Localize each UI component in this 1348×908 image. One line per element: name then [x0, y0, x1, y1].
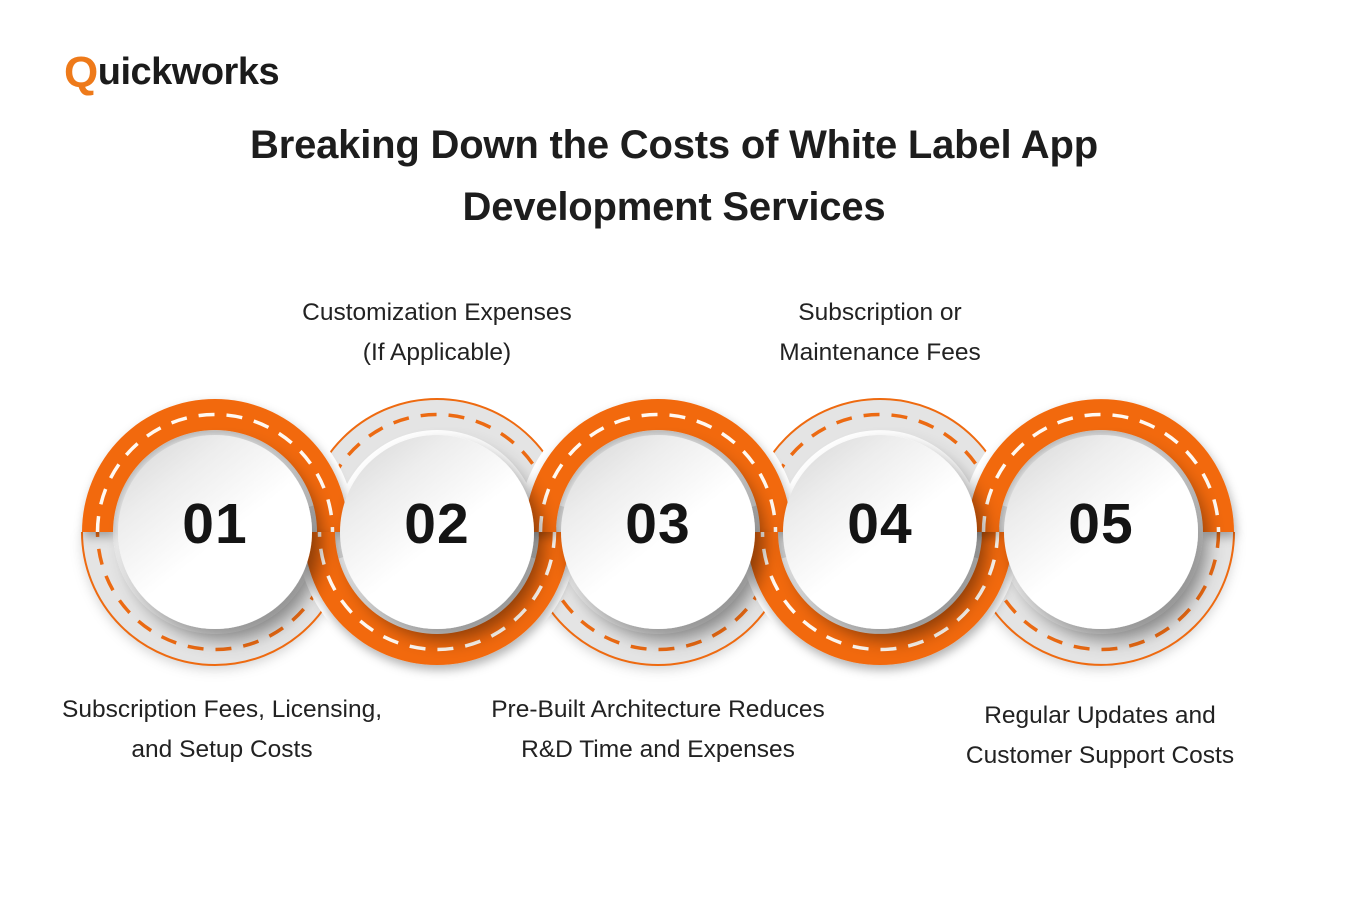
ring-05-orange-top	[965, 391, 1237, 533]
step-label-02-line2: (If Applicable)	[362, 339, 512, 366]
brand-logo-q-mark: Q	[64, 48, 98, 97]
page-title-line1: Breaking Down the Costs of White Label A…	[250, 123, 1098, 167]
step-number-05: 05	[1068, 492, 1134, 556]
ring-02-orange-bottom	[301, 531, 573, 673]
step-number-02: 02	[404, 492, 470, 556]
page-title: Breaking Down the Costs of White Label A…	[0, 114, 1348, 238]
step-circle-03	[561, 435, 755, 629]
ring-03-orange-top	[522, 391, 794, 533]
step-label-05-line1: Regular Updates and	[984, 702, 1216, 729]
step-label-02: Customization Expenses (If Applicable)	[227, 293, 647, 373]
step-label-01-line1: Subscription Fees, Licensing,	[61, 696, 383, 723]
step-circle-04	[783, 435, 977, 629]
ring-01-orange-top	[79, 391, 351, 533]
step-number-01: 01	[182, 492, 248, 556]
step-label-03-line1: Pre-Built Architecture Reduces	[491, 696, 825, 723]
ring-04-orange-bottom	[744, 531, 1016, 673]
step-label-04-line2: Maintenance Fees	[779, 339, 981, 366]
brand-logo-text: uickworks	[97, 51, 280, 93]
step-label-01-line2: and Setup Costs	[131, 736, 313, 763]
step-label-05-line2: Customer Support Costs	[965, 742, 1235, 769]
step-label-05: Regular Updates and Customer Support Cos…	[890, 696, 1310, 776]
step-number-04: 04	[847, 492, 913, 556]
brand-logo: Quickworks	[64, 48, 280, 98]
step-label-04: Subscription or Maintenance Fees	[670, 293, 1090, 373]
step-circle-01	[118, 435, 312, 629]
step-number-03: 03	[625, 492, 691, 556]
page-title-line2: Development Services	[462, 185, 886, 229]
step-inner-circles	[118, 435, 1198, 629]
step-circle-02	[340, 435, 534, 629]
step-label-04-line1: Subscription or	[798, 299, 962, 326]
ring-orange-halves	[79, 391, 1237, 673]
step-label-03: Pre-Built Architecture Reduces R&D Time …	[448, 690, 868, 770]
step-label-03-line2: R&D Time and Expenses	[521, 736, 795, 763]
step-circle-05	[1004, 435, 1198, 629]
ring-gray-halves	[81, 398, 1235, 666]
step-label-01: Subscription Fees, Licensing, and Setup …	[12, 690, 432, 770]
step-label-02-line1: Customization Expenses	[302, 299, 572, 326]
